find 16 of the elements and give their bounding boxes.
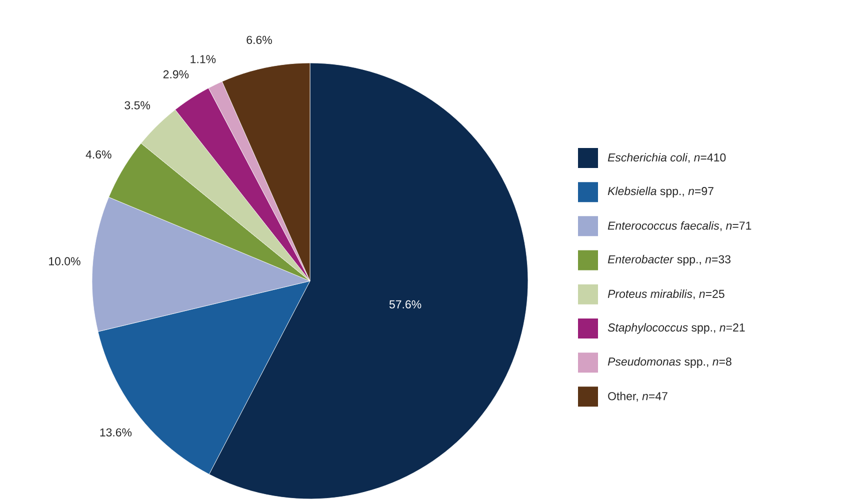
legend-label: Enterococcus faecalis, n=71 (608, 221, 752, 232)
data-label: 1.1% (190, 55, 216, 64)
data-label: 10.0% (49, 257, 80, 266)
legend-label: Other, n=47 (608, 392, 668, 402)
legend-label: Proteus mirabilis, n=25 (608, 289, 724, 300)
data-label: 4.6% (86, 150, 112, 159)
data-label: 3.5% (124, 101, 150, 110)
data-label: 13.6% (100, 428, 132, 436)
data-label: 57.6% (389, 300, 422, 308)
legend-label: Staphylococcus spp., n=21 (608, 323, 745, 334)
legend-label: Klebsiella spp., n=97 (608, 186, 714, 198)
data-label: 6.6% (246, 36, 272, 44)
legend-label: Enterobacter spp., n=33 (608, 254, 730, 266)
data-label: 2.9% (163, 70, 189, 78)
legend-label: Pseudomonas spp., n=8 (608, 357, 732, 368)
legend-label: Escherichia coli, n=410 (608, 153, 726, 163)
